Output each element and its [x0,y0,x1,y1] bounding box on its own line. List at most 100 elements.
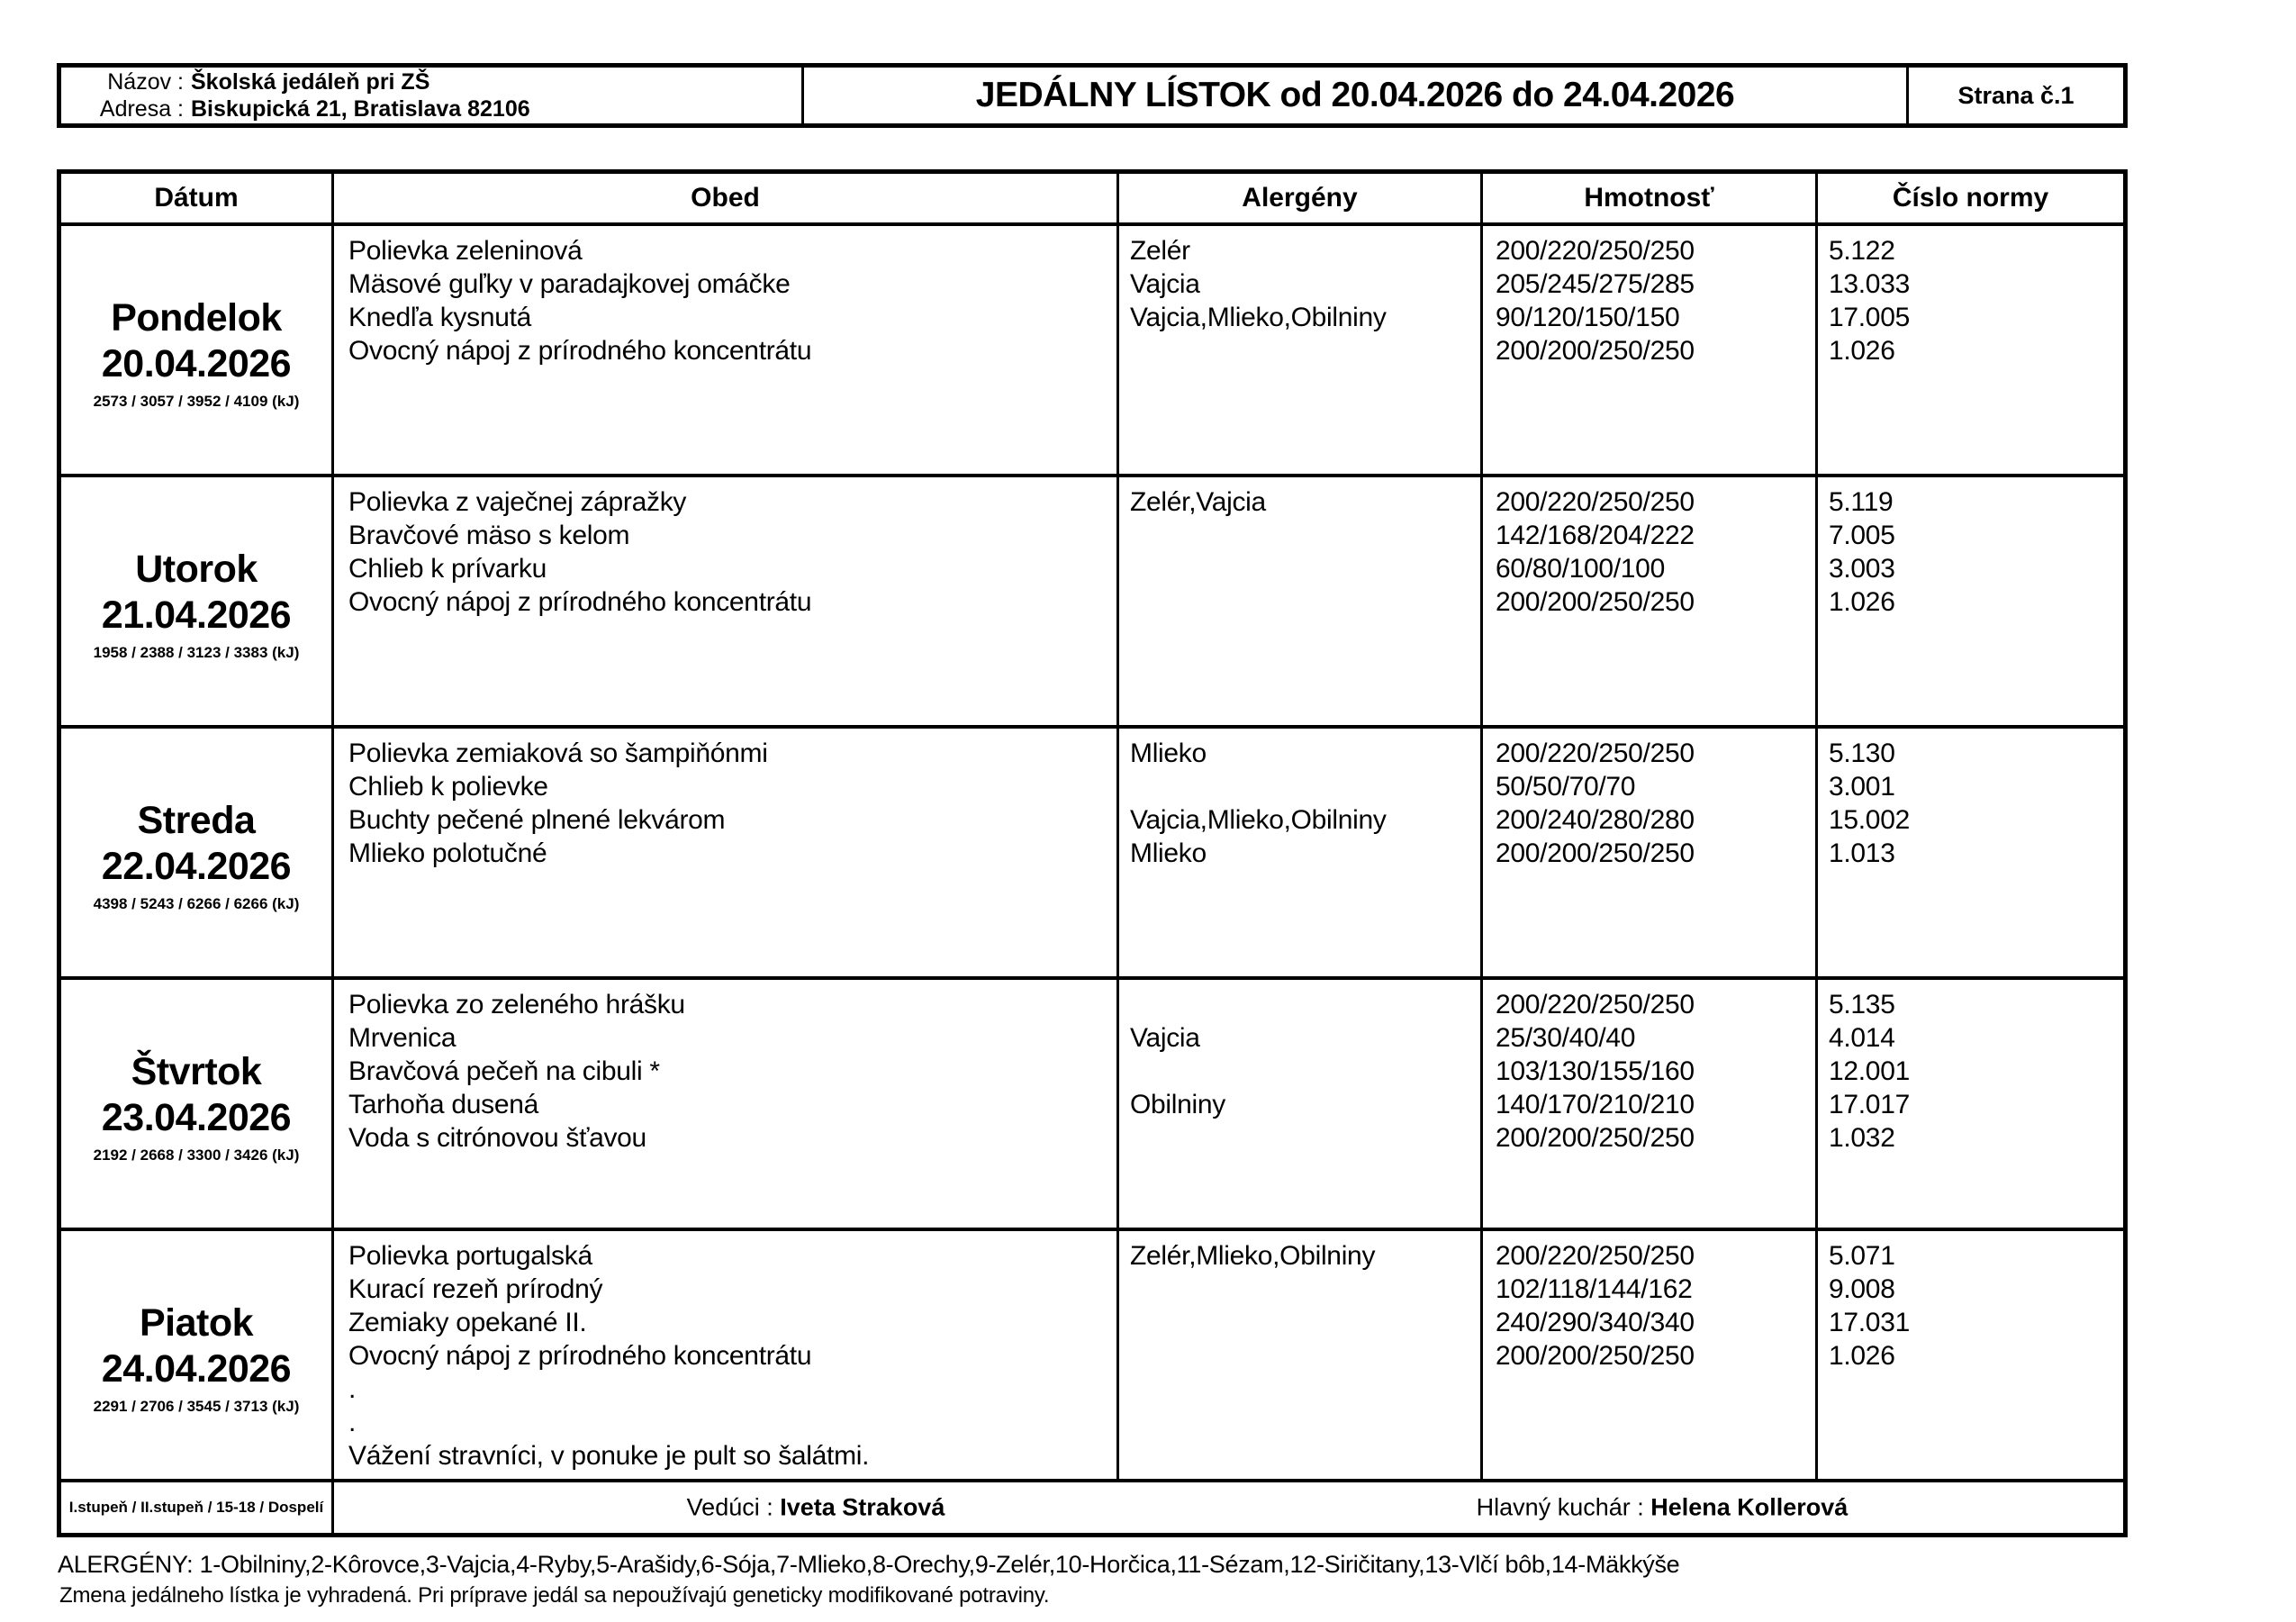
allergen-line: Zelér [1130,236,1190,266]
day-name: Pondelok [111,296,282,340]
meals-cell: Polievka zemiaková so šampiňónmi Chlieb k… [334,729,1119,980]
menu-table: Dátum Obed Alergény Hmotnosť Číslo normy… [57,169,2128,1537]
allergen-line: Vajcia [1130,1023,1200,1053]
norm-line: 5.122 [1829,236,1895,266]
norm-line: 3.003 [1829,554,1895,584]
page-title: JEDÁLNY LÍSTOK od 20.04.2026 do 24.04.20… [804,68,1909,123]
allergen-line [1130,1339,1480,1373]
allergen-line [1130,1121,1480,1155]
meal-line: . [348,1374,357,1404]
meals-cell: Polievka zo zeleného hrášku Mrvenica Bravč… [334,980,1119,1231]
meal-line: Polievka zemiaková so šampiňónmi [348,739,768,768]
school-name-label: Názov : [107,69,184,95]
weights-cell: 200/220/250/250 142/168/204/222 60/80/100/… [1483,477,1818,729]
norm-line: 1.032 [1829,1123,1895,1153]
weight-line: 102/118/144/162 [1496,1274,1693,1304]
day-energy: 1958 / 2388 / 3123 / 3383 (kJ) [93,644,300,661]
column-header-norm: Číslo normy [1818,174,2123,226]
meal-line: Ovocný nápoj z prírodného koncentrátu [348,1341,812,1371]
norm-line: 17.017 [1829,1090,1910,1119]
school-address-value: Biskupická 21, Bratislava 82106 [191,96,530,122]
allergen-line: Vajcia [1130,269,1200,299]
day-energy: 4398 / 5243 / 6266 / 6266 (kJ) [93,895,300,912]
norms-cell: 5.135 4.014 12.001 17.017 1.032 [1818,980,2123,1231]
norm-line: 5.135 [1829,990,1895,1019]
norm-line: 9.008 [1829,1274,1895,1304]
weight-line: 200/220/250/250 [1496,487,1695,517]
document-header: Názov : Školská jedáleň pri ZŠ Adresa : … [57,63,2128,128]
norms-cell: 5.130 3.001 15.002 1.013 [1818,729,2123,980]
allergen-line [1130,1373,1480,1406]
weight-line: 200/200/250/250 [1496,838,1695,868]
meal-line: Voda s citrónovou šťavou [348,1123,646,1153]
allergens-cell: Mlieko Vajcia,Mlieko,Obilniny Mlieko [1119,729,1483,980]
weight-line: 205/245/275/285 [1496,269,1695,299]
day-name: Utorok [135,548,258,591]
day-name: Štvrtok [131,1050,262,1093]
school-address-label: Adresa : [99,96,184,122]
weight-line [1496,1439,1815,1472]
allergen-line: Obilniny [1130,1090,1225,1119]
page-number: Strana č.1 [1957,81,2075,109]
day-name: Streda [137,799,256,842]
meal-line: Ovocný nápoj z prírodného koncentrátu [348,336,812,366]
meal-line: Ovocný nápoj z prírodného koncentrátu [348,587,812,617]
weight-line: 200/200/250/250 [1496,587,1695,617]
weight-line [1496,1373,1815,1406]
manager-signoff: Vedúci : Iveta Straková [687,1494,945,1522]
allergen-line [1130,988,1480,1021]
manager-name: Iveta Straková [780,1493,945,1521]
allergen-line [1130,1406,1480,1439]
norm-line [1829,1439,2123,1472]
chef-label: Hlavný kuchár : [1476,1493,1651,1521]
norm-line: 1.013 [1829,838,1895,868]
weights-cell: 200/220/250/250 205/245/275/285 90/120/150… [1483,226,1818,477]
weight-line: 50/50/70/70 [1496,772,1636,802]
table-footer-row: I.stupeň / II.stupeň / 15-18 / Dospelí V… [61,1482,2123,1533]
meal-line: Polievka zeleninová [348,236,583,266]
column-header-date: Dátum [61,174,334,226]
norms-cell: 5.122 13.033 17.005 1.026 [1818,226,2123,477]
chef-signoff: Hlavný kuchár : Helena Kollerová [1477,1494,1849,1522]
weight-line: 200/220/250/250 [1496,236,1695,266]
meal-line: Bravčová pečeň na cibuli * [348,1056,660,1086]
weight-line: 240/290/340/340 [1496,1308,1695,1337]
meals-cell: Polievka portugalská Kurací rezeň prírodn… [334,1231,1119,1482]
norm-line [1829,1406,2123,1439]
date-cell: Pondelok 20.04.2026 2573 / 3057 / 3952 /… [61,226,334,477]
allergen-line: Vajcia,Mlieko,Obilniny [1130,303,1387,332]
norm-line: 5.071 [1829,1241,1895,1271]
allergen-line [1130,519,1480,552]
portion-groups-label: I.stupeň / II.stupeň / 15-18 / Dospelí [61,1482,334,1533]
meal-line: Knedľa kysnutá [348,303,532,332]
allergens-cell: Vajcia Obilniny [1119,980,1483,1231]
day-date: 22.04.2026 [101,845,292,888]
norm-line: 17.005 [1829,303,1910,332]
menu-day-row: Štvrtok 23.04.2026 2192 / 2668 / 3300 / … [61,980,2123,1231]
allergen-line [1130,585,1480,619]
norm-line: 4.014 [1829,1023,1895,1053]
date-cell: Utorok 21.04.2026 1958 / 2388 / 3123 / 3… [61,477,334,729]
allergen-line [1130,1306,1480,1339]
allergen-line [1130,334,1480,367]
norms-cell: 5.071 9.008 17.031 1.026 [1818,1231,2123,1482]
date-cell: Štvrtok 23.04.2026 2192 / 2668 / 3300 / … [61,980,334,1231]
meal-line: Polievka zo zeleného hrášku [348,990,685,1019]
weight-line: 90/120/150/150 [1496,303,1680,332]
weight-line: 200/240/280/280 [1496,805,1695,835]
weight-line: 140/170/210/210 [1496,1090,1695,1119]
meal-line: Vážení stravníci, v ponuke je pult so ša… [348,1441,870,1471]
column-header-allergens: Alergény [1119,174,1483,226]
allergen-line: Vajcia,Mlieko,Obilniny [1130,805,1387,835]
norm-line: 13.033 [1829,269,1910,299]
day-energy: 2291 / 2706 / 3545 / 3713 (kJ) [93,1398,300,1415]
school-name-line: Názov : Školská jedáleň pri ZŠ [86,68,801,95]
allergen-line [1130,1439,1480,1472]
chef-name: Helena Kollerová [1650,1493,1849,1521]
weight-line: 200/220/250/250 [1496,1241,1695,1271]
allergens-cell: Zelér,Vajcia [1119,477,1483,729]
menu-day-row: Utorok 21.04.2026 1958 / 2388 / 3123 / 3… [61,477,2123,729]
day-date: 20.04.2026 [101,342,292,385]
meal-line: Zemiaky opekané II. [348,1308,587,1337]
allergens-cell: Zelér Vajcia Vajcia,Mlieko,Obilniny [1119,226,1483,477]
